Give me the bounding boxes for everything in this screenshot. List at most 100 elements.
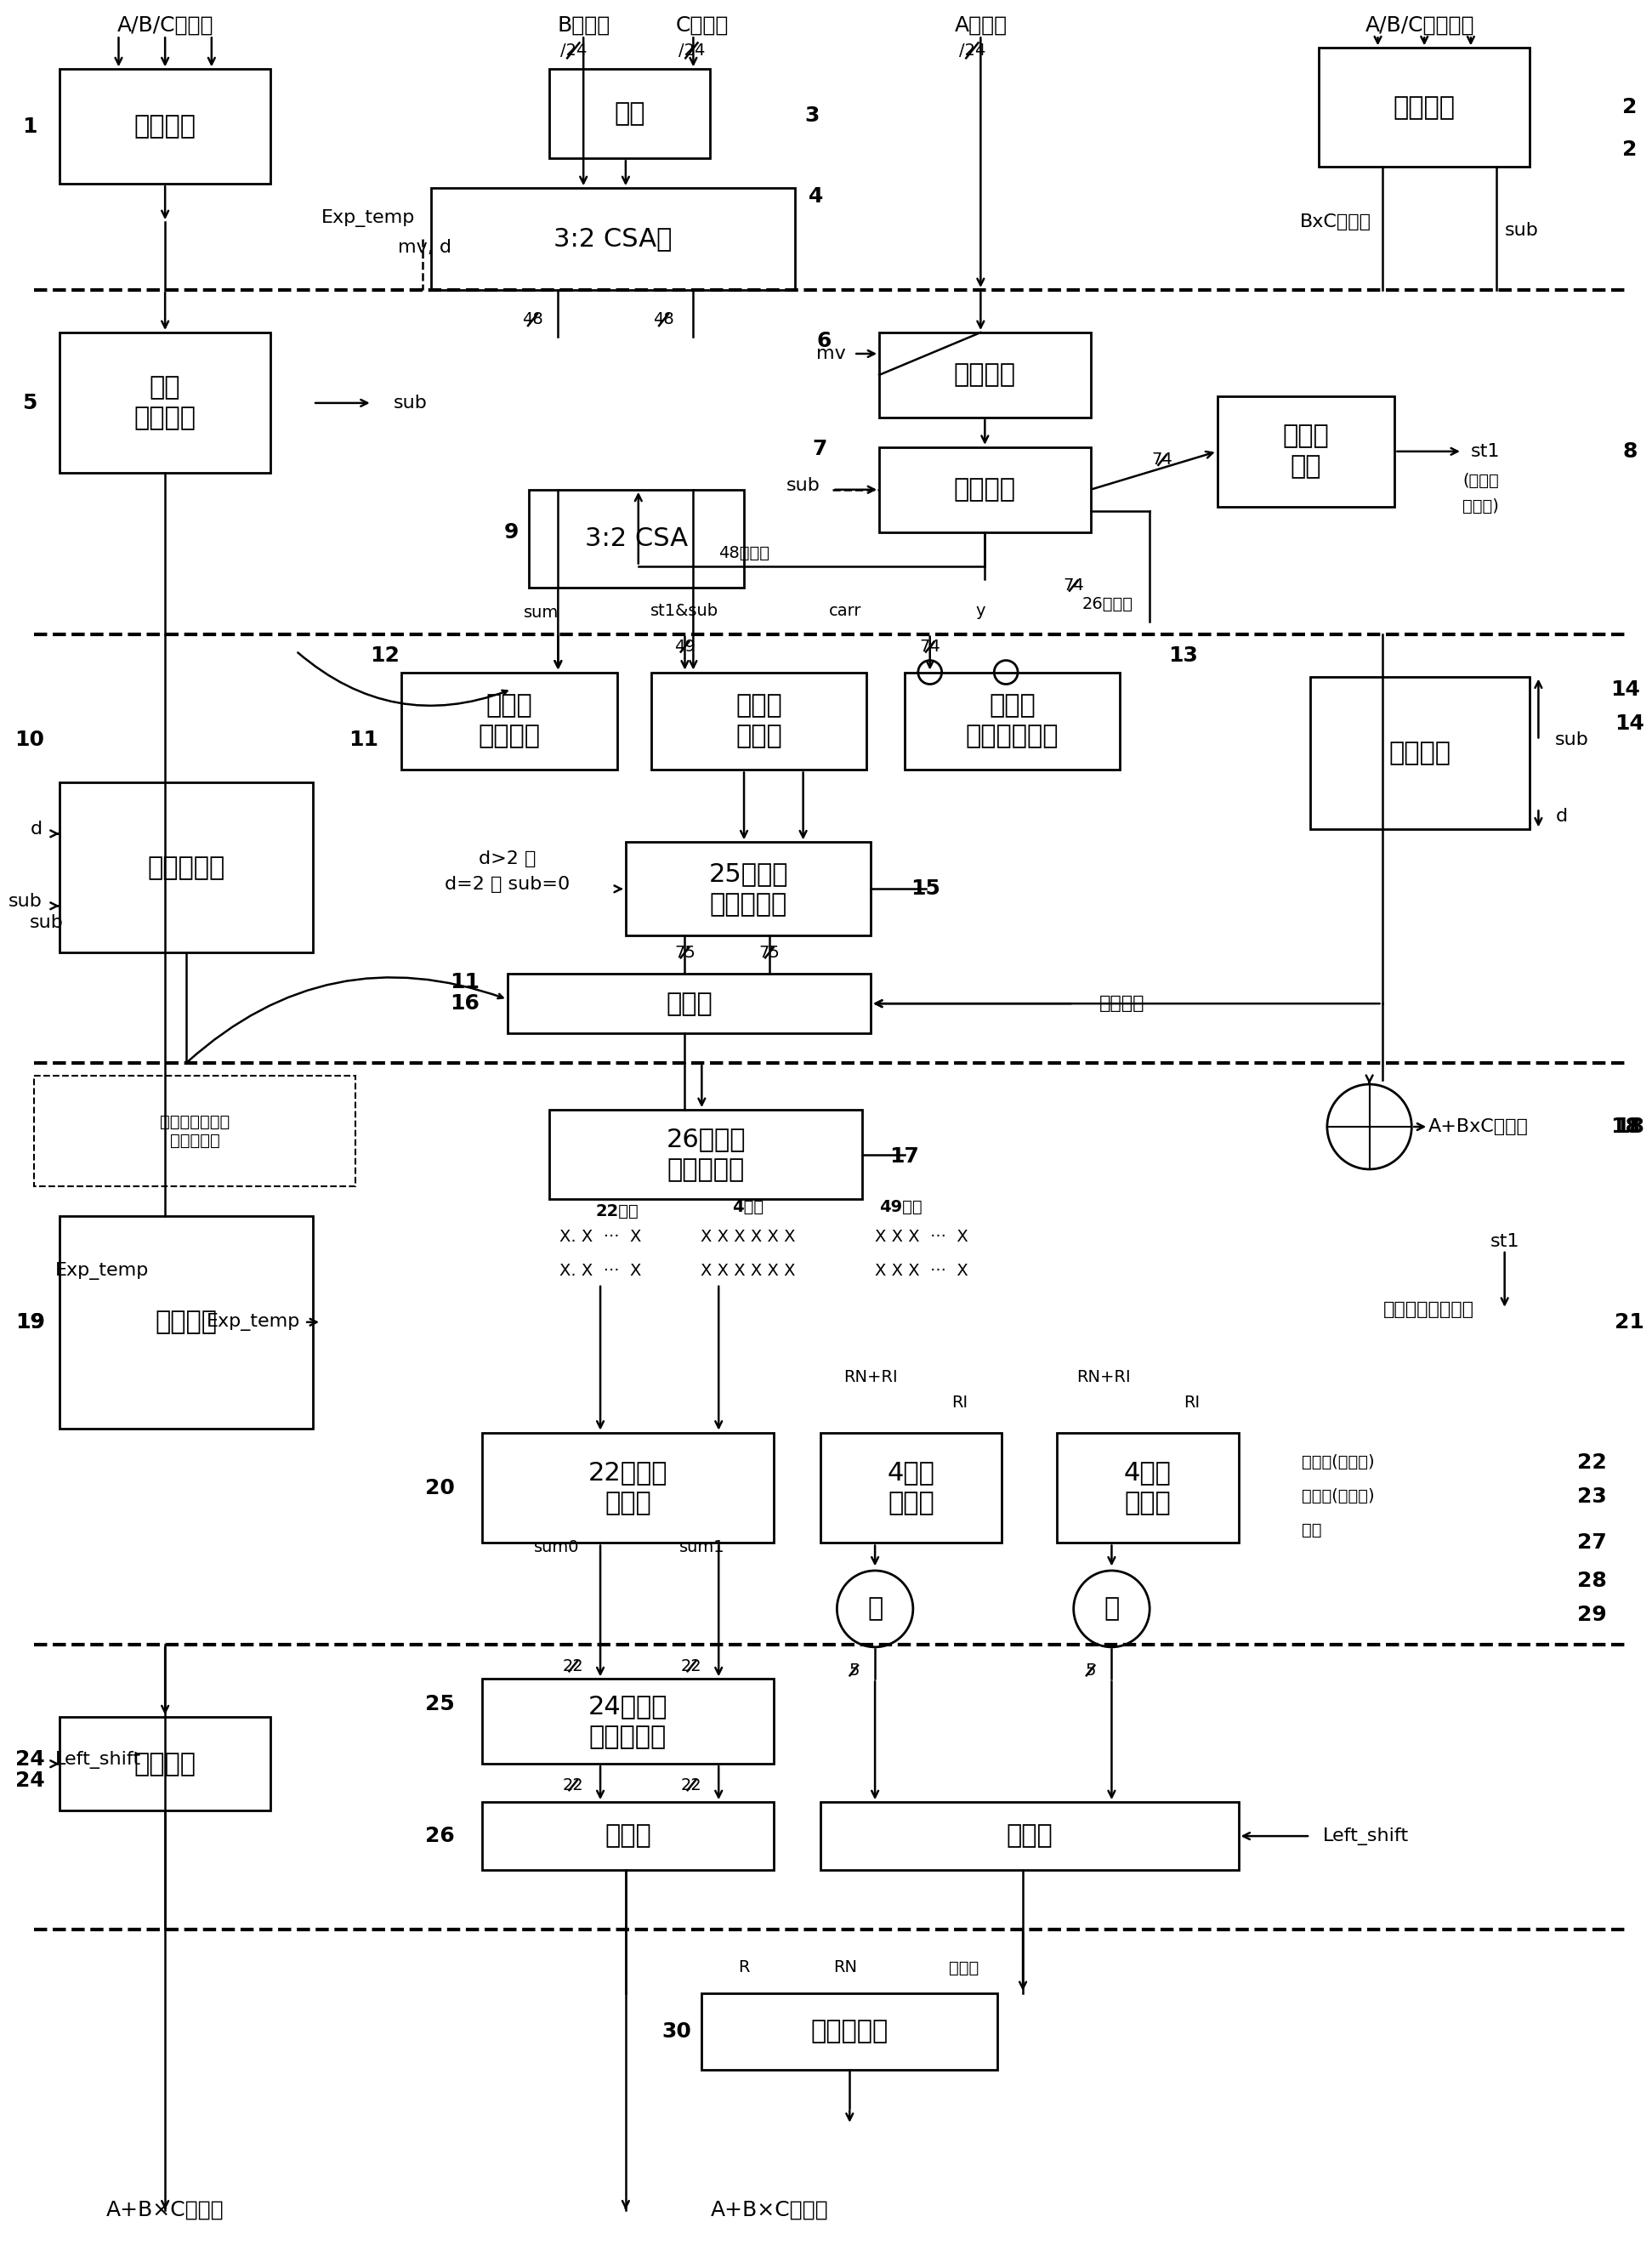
Text: 符号预测: 符号预测	[1389, 740, 1450, 765]
Text: 移位对齐: 移位对齐	[953, 362, 1016, 387]
Text: 前导零预测: 前导零预测	[147, 855, 225, 880]
Text: d>2 或: d>2 或	[479, 851, 535, 869]
Text: 20: 20	[425, 1477, 454, 1497]
Text: 22: 22	[1578, 1452, 1606, 1473]
Text: 25比特的
一次性移位: 25比特的 一次性移位	[709, 862, 788, 916]
Text: 半加器
进位字节取反: 半加器 进位字节取反	[966, 694, 1059, 749]
Text: 24: 24	[15, 1749, 45, 1769]
Text: 26比特的
规格化移位: 26比特的 规格化移位	[666, 1126, 745, 1183]
Text: st1&sub: st1&sub	[651, 604, 719, 620]
Bar	[819, 1432, 1001, 1543]
Text: A+BxC的符号: A+BxC的符号	[1429, 1117, 1528, 1136]
Text: 17: 17	[890, 1147, 920, 1167]
Text: 5: 5	[1085, 1663, 1095, 1678]
Text: R: R	[738, 1959, 750, 1975]
Text: Exp_temp: Exp_temp	[322, 208, 415, 226]
Text: 粘滞位(有左移): 粘滞位(有左移)	[1302, 1488, 1374, 1504]
Text: 计算粘
滞位: 计算粘 滞位	[1282, 423, 1330, 480]
Text: y: y	[976, 604, 986, 620]
Bar	[879, 448, 1090, 532]
Text: X. X  ···  X: X. X ··· X	[560, 1262, 641, 1280]
Text: 选择器: 选择器	[605, 1823, 651, 1848]
Text: X X X  ···  X: X X X ··· X	[876, 1262, 968, 1280]
Text: 5: 5	[23, 394, 38, 414]
Text: X X X  ···  X: X X X ··· X	[876, 1228, 968, 1246]
Bar	[401, 672, 618, 769]
Bar	[507, 975, 871, 1034]
Text: 27: 27	[1578, 1534, 1606, 1554]
Text: sum1: sum1	[679, 1538, 725, 1556]
Text: st1: st1	[1490, 1233, 1520, 1251]
Text: 14: 14	[1616, 713, 1644, 733]
Text: sub: sub	[393, 394, 428, 412]
Text: RI: RI	[1184, 1396, 1199, 1411]
Text: /24: /24	[560, 43, 586, 59]
Bar	[482, 1678, 773, 1764]
Text: 11: 11	[349, 731, 378, 751]
Text: 13: 13	[1168, 645, 1198, 665]
Bar	[905, 672, 1120, 769]
Text: 划分
指数状态: 划分 指数状态	[134, 375, 197, 430]
Text: A+B×C的尾数: A+B×C的尾数	[710, 2199, 828, 2219]
Text: 74: 74	[1151, 452, 1173, 468]
Bar	[550, 1111, 862, 1199]
Text: 25: 25	[425, 1694, 454, 1715]
Text: X. X  ···  X: X. X ··· X	[560, 1228, 641, 1246]
Text: 22: 22	[563, 1778, 583, 1794]
Bar	[59, 783, 312, 952]
Text: 2: 2	[1622, 97, 1637, 118]
Text: 49: 49	[674, 638, 695, 656]
Text: 指数计算: 指数计算	[155, 1310, 216, 1335]
Text: 26个高位: 26个高位	[1082, 597, 1133, 613]
Text: 与: 与	[1104, 1597, 1120, 1622]
Text: 4位的
加法器: 4位的 加法器	[1123, 1461, 1171, 1516]
Bar	[482, 1803, 773, 1871]
Text: 74: 74	[1064, 577, 1084, 593]
Text: 2: 2	[1622, 140, 1637, 161]
Text: 10: 10	[15, 731, 45, 751]
Text: d: d	[30, 821, 43, 837]
Text: C的尾数: C的尾数	[676, 16, 729, 36]
Text: 49比特: 49比特	[879, 1199, 922, 1215]
Text: 11: 11	[451, 973, 481, 993]
Text: 22位条件
加法器: 22位条件 加法器	[588, 1461, 667, 1516]
Bar	[1318, 48, 1530, 167]
Text: 指数处理: 指数处理	[134, 113, 197, 138]
Text: A的尾数: A的尾数	[955, 16, 1008, 36]
Text: 18: 18	[1616, 1117, 1644, 1138]
Text: 按位取反: 按位取反	[953, 477, 1016, 502]
Text: B的尾数: B的尾数	[557, 16, 610, 36]
Text: RI: RI	[952, 1396, 968, 1411]
Bar	[529, 489, 743, 588]
Bar	[1218, 396, 1394, 507]
Text: 48个低位: 48个低位	[719, 545, 770, 561]
Text: sum0: sum0	[534, 1538, 580, 1556]
Text: 最低位修正: 最低位修正	[811, 2020, 889, 2045]
Text: 选择器: 选择器	[666, 991, 712, 1016]
Text: Left_shift: Left_shift	[55, 1751, 140, 1769]
Text: d: d	[1555, 808, 1568, 826]
Bar	[626, 841, 871, 936]
Text: Exp_temp: Exp_temp	[55, 1262, 149, 1280]
Text: sub: sub	[786, 477, 819, 493]
Text: A+B×C的指数: A+B×C的指数	[106, 2199, 225, 2219]
Text: /24: /24	[679, 43, 705, 59]
Text: BxC的符号: BxC的符号	[1300, 213, 1371, 231]
Text: st1: st1	[1470, 443, 1500, 459]
Text: 3:2 CSA树: 3:2 CSA树	[553, 226, 672, 251]
Text: 19: 19	[15, 1312, 45, 1332]
Text: 符号处理: 符号处理	[1393, 95, 1455, 120]
Bar	[879, 333, 1090, 418]
Text: 4比特: 4比特	[732, 1199, 763, 1215]
Text: RN+RI: RN+RI	[844, 1369, 897, 1384]
Bar	[59, 1717, 271, 1810]
Text: RN+RI: RN+RI	[1075, 1369, 1130, 1384]
Text: 与: 与	[867, 1597, 882, 1622]
Text: 26: 26	[425, 1825, 454, 1846]
Text: 半加器
和字节: 半加器 和字节	[735, 694, 781, 749]
Text: sum: sum	[524, 604, 558, 620]
Text: Left_shift: Left_shift	[1323, 1828, 1409, 1846]
Text: 22比特: 22比特	[596, 1203, 639, 1219]
Text: 19: 19	[15, 1312, 45, 1332]
Text: 4位的
加法器: 4位的 加法器	[887, 1461, 935, 1516]
